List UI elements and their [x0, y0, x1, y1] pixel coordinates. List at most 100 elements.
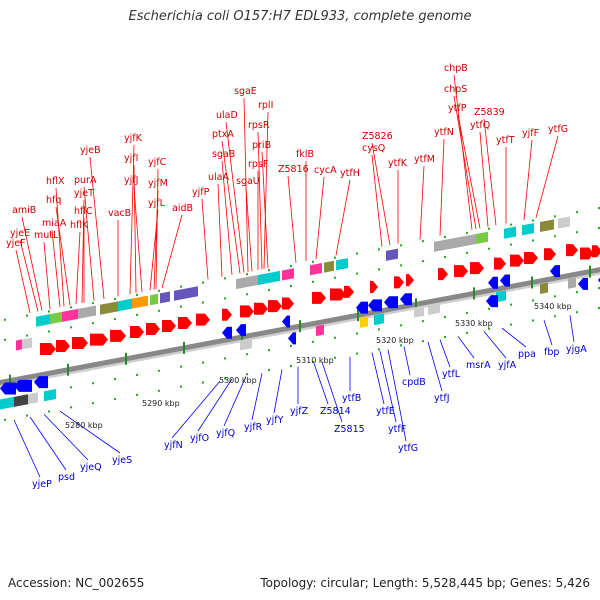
- leader-line: [75, 231, 81, 305]
- leader-line: [81, 199, 85, 304]
- reverse-gene-arrow: [288, 332, 296, 345]
- rail-dot: [598, 287, 600, 290]
- gene-block: [14, 394, 28, 407]
- gene-label: rpsR: [248, 120, 270, 131]
- rail-dot: [224, 297, 226, 300]
- topology-text: Topology: circular; Length: 5,528,445 bp…: [260, 576, 590, 590]
- gene-block: [282, 268, 294, 281]
- gene-label: yjfZ: [290, 406, 309, 417]
- gene-block: [558, 216, 570, 229]
- leader-line: [217, 183, 223, 277]
- leader-line: [251, 373, 263, 421]
- gene-label: ytfM: [414, 154, 435, 165]
- leader-line: [543, 320, 553, 346]
- gene-block: [100, 301, 118, 315]
- rail-dot: [290, 344, 292, 347]
- gene-label: yjfR: [244, 422, 263, 433]
- rail-dot: [290, 284, 292, 287]
- gene-label: Z5816: [278, 164, 309, 175]
- rail-dot: [136, 313, 138, 316]
- rail-dot: [576, 231, 578, 234]
- leader-line: [483, 118, 497, 226]
- forward-gene-arrow: [178, 317, 192, 330]
- leader-line: [21, 216, 43, 311]
- rail-dot: [532, 239, 534, 242]
- rail-dot: [532, 319, 534, 322]
- rail-dot: [554, 295, 556, 298]
- scale-label: 5300 kbp: [219, 376, 257, 385]
- leader-line: [273, 369, 283, 414]
- gene-block: [414, 305, 424, 318]
- rail-dot: [488, 227, 490, 230]
- leader-line: [371, 352, 385, 405]
- rail-dot: [114, 378, 116, 381]
- rail-dot: [400, 324, 402, 327]
- rail-dot: [70, 406, 72, 409]
- leader-line: [55, 206, 71, 306]
- gene-block: [36, 314, 50, 327]
- leader-line: [335, 179, 351, 256]
- gene-label: hflX: [46, 176, 65, 187]
- rail-dot: [510, 303, 512, 306]
- leader-line: [51, 229, 61, 308]
- reverse-gene-arrow: [400, 293, 412, 306]
- gene-label: yjfK: [124, 133, 143, 144]
- gene-label: yjfY: [266, 415, 284, 426]
- rail-dot: [114, 298, 116, 301]
- rail-dot: [268, 349, 270, 352]
- leader-line: [439, 138, 445, 236]
- rail-dot: [334, 336, 336, 339]
- rail-dot: [312, 340, 314, 343]
- leader-line: [535, 135, 559, 218]
- forward-gene-arrow: [162, 320, 176, 333]
- gene-label: cpdB: [402, 377, 426, 388]
- leader-line: [457, 336, 475, 359]
- rail-dot: [312, 360, 314, 363]
- gene-label: ytfG: [548, 124, 568, 135]
- leader-line: [479, 131, 489, 227]
- gene-label: hflC: [74, 206, 93, 217]
- forward-gene-arrow: [566, 244, 578, 257]
- reverse-gene-arrow: [356, 301, 368, 314]
- gene-block: [22, 337, 32, 350]
- rail-dot: [356, 352, 358, 355]
- rail-dot: [136, 393, 138, 396]
- leader-line: [257, 131, 263, 270]
- rail-dot: [532, 219, 534, 222]
- gene-block: [258, 270, 280, 285]
- scale-label: 5340 kbp: [534, 302, 572, 311]
- gene-label: sgaU: [236, 176, 260, 187]
- reverse-gene-arrow: [384, 296, 398, 309]
- leader-line: [501, 327, 527, 348]
- gene-label: yjfI: [124, 153, 138, 164]
- leader-line: [13, 419, 41, 478]
- gene-block: [476, 231, 488, 245]
- gene-label: ytfB: [342, 393, 361, 404]
- gene-label: rpsF: [248, 159, 268, 170]
- gene-block: [62, 308, 78, 322]
- rail-dot: [92, 302, 94, 305]
- leader-line: [153, 189, 159, 290]
- leader-line: [287, 175, 297, 263]
- forward-gene-arrow: [268, 300, 282, 313]
- gene-label: ytfE: [376, 406, 395, 417]
- rail-dot: [92, 402, 94, 405]
- reverse-gene-arrow: [0, 382, 16, 395]
- rail-dot: [510, 243, 512, 246]
- gene-label: ppa: [518, 349, 536, 360]
- rail-dot: [92, 382, 94, 385]
- gene-block: [522, 223, 534, 236]
- gene-label: rplI: [258, 100, 273, 111]
- forward-gene-arrow: [454, 265, 468, 278]
- forward-gene-arrow: [510, 254, 524, 267]
- gene-label: hfq: [46, 195, 61, 206]
- gene-block: [16, 339, 22, 351]
- gene-label: Z5815: [334, 424, 365, 435]
- forward-gene-arrow: [494, 257, 506, 270]
- reverse-gene-arrow: [236, 324, 246, 337]
- rail-dot: [136, 293, 138, 296]
- gene-block: [310, 262, 322, 276]
- leader-line: [387, 349, 407, 442]
- rail-dot: [48, 310, 50, 313]
